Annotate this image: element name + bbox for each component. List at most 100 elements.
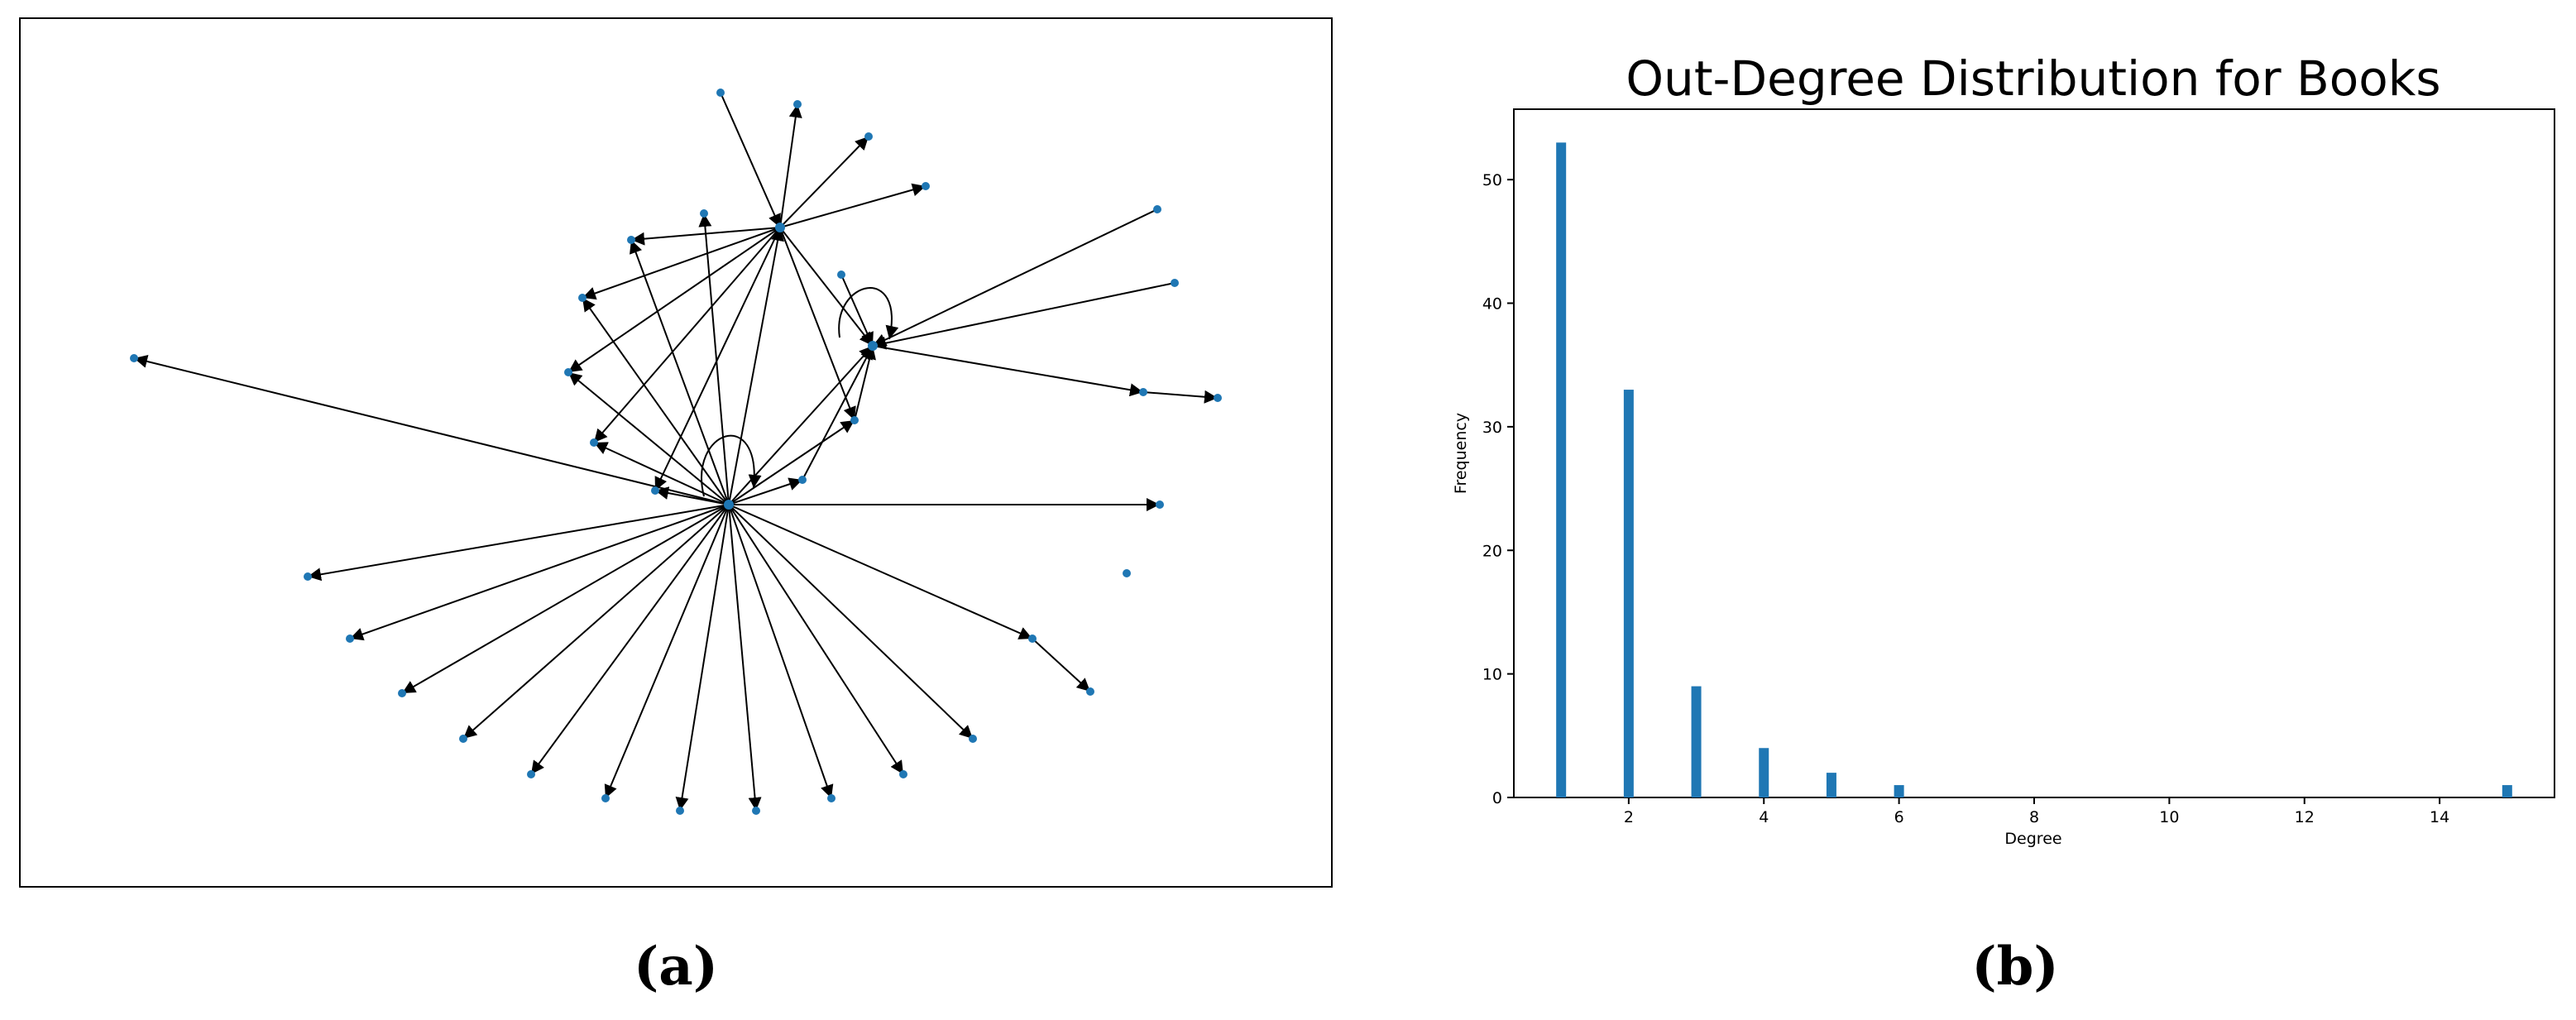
- graph-node: [700, 209, 708, 218]
- graph-node: [398, 689, 406, 697]
- graph-node: [922, 182, 930, 190]
- graph-edge: [1032, 638, 1091, 692]
- graph-node: [969, 735, 977, 743]
- graph-node: [798, 476, 807, 484]
- graph-self-loop: [838, 287, 899, 340]
- graph-frame: [19, 17, 1333, 888]
- graph-node: [601, 794, 610, 802]
- graph-edge: [728, 504, 762, 812]
- graph-edge: [720, 92, 781, 228]
- graph-hub-node: [775, 223, 785, 232]
- bar-degree-1: [1556, 142, 1567, 798]
- graph-edge: [630, 227, 781, 246]
- graph-edge: [593, 227, 781, 443]
- x-tick-label: 12: [2295, 808, 2315, 826]
- graph-edge: [133, 355, 730, 505]
- x-axis-label: Degree: [2004, 830, 2061, 848]
- graph-edge: [567, 227, 781, 373]
- graph-node: [1171, 279, 1179, 287]
- x-tick-label: 8: [2029, 808, 2039, 826]
- y-tick-label: 40: [1482, 295, 1502, 314]
- panel-b-caption: (b): [1971, 936, 2058, 998]
- x-tick-label: 14: [2430, 808, 2449, 826]
- graph-edge: [582, 227, 781, 300]
- graph-node: [578, 294, 587, 302]
- graph-edge: [779, 183, 926, 228]
- graph-edge: [802, 345, 874, 481]
- graph-edge: [728, 504, 834, 799]
- y-axis-ticks: 0 10 20 30 40 50: [1482, 171, 1514, 807]
- graph-hub-node: [724, 500, 734, 510]
- plot-frame: [1513, 108, 2555, 798]
- x-tick-label: 6: [1894, 808, 1904, 826]
- graph-edge: [872, 208, 1158, 347]
- graph-edge: [462, 504, 730, 740]
- graph-node: [1214, 394, 1222, 402]
- graph-node: [1153, 205, 1161, 213]
- graph-edge: [630, 239, 730, 505]
- x-tick-label: 2: [1624, 808, 1634, 826]
- graph-edge: [1142, 390, 1219, 404]
- graph-node: [590, 438, 598, 447]
- graph-edge: [401, 504, 730, 694]
- chart-title: Out-Degree Distribution for Books: [1626, 50, 2440, 107]
- graph-edge: [698, 213, 730, 505]
- graph-edge: [530, 504, 730, 775]
- graph-node: [459, 735, 467, 743]
- x-tick-label: 10: [2159, 808, 2179, 826]
- graph-edge: [675, 504, 730, 812]
- y-tick-label: 0: [1492, 789, 1502, 807]
- graph-edge: [654, 486, 730, 505]
- graph-node: [627, 236, 635, 244]
- bar-degree-2: [1623, 390, 1634, 797]
- graph-edge: [872, 345, 1144, 397]
- y-tick-label: 30: [1482, 419, 1502, 437]
- graph-node: [793, 100, 802, 108]
- bars: [1556, 142, 2512, 798]
- graph-edge: [840, 274, 874, 347]
- degree-chart-panel: Out-Degree Distribution for Books 2 4 6 8 10…: [1452, 50, 2555, 848]
- x-tick-label: 4: [1759, 808, 1769, 826]
- graph-node: [1028, 635, 1037, 643]
- graph-edge: [779, 103, 802, 228]
- graph-edges: [133, 92, 1219, 812]
- graph-node: [752, 807, 760, 815]
- graph-edge: [728, 227, 784, 505]
- graph-edge: [728, 504, 1033, 639]
- graph-node: [837, 271, 845, 279]
- graph-node: [850, 416, 859, 424]
- y-tick-label: 50: [1482, 171, 1502, 189]
- graph-node: [1086, 687, 1094, 696]
- graph-node: [1139, 388, 1147, 396]
- panel-a-caption: (a): [634, 936, 718, 998]
- graph-self-loop: [701, 434, 762, 497]
- graph-edge: [779, 227, 874, 347]
- y-axis-label: Frequency: [1452, 413, 1470, 494]
- graph-edge: [728, 419, 855, 505]
- graph-node: [899, 770, 907, 778]
- graph-hub-node: [868, 341, 878, 351]
- graph-edge: [582, 297, 730, 505]
- graph-edge: [872, 282, 1175, 350]
- graph-node: [651, 486, 659, 495]
- graph-node: [304, 572, 312, 581]
- graph-edge: [654, 227, 781, 491]
- bar-degree-3: [1691, 686, 1702, 797]
- graph-node: [527, 770, 535, 778]
- graph-edge: [593, 442, 730, 505]
- x-axis-ticks: 2 4 6 8 10 12 14: [1624, 797, 2449, 826]
- graph-node: [130, 354, 138, 362]
- y-tick-label: 20: [1482, 542, 1502, 560]
- bar-degree-6: [1894, 785, 1904, 797]
- graph-node: [1123, 569, 1131, 577]
- graph-nodes: [130, 89, 1222, 815]
- graph-edge: [349, 504, 730, 641]
- graph-edge: [728, 477, 803, 505]
- graph-edge: [307, 504, 730, 582]
- network-graph-panel: [19, 17, 1333, 888]
- bar-degree-15: [2502, 785, 2512, 797]
- graph-edge: [728, 504, 904, 775]
- graph-edge: [779, 227, 856, 421]
- graph-edge: [604, 504, 730, 799]
